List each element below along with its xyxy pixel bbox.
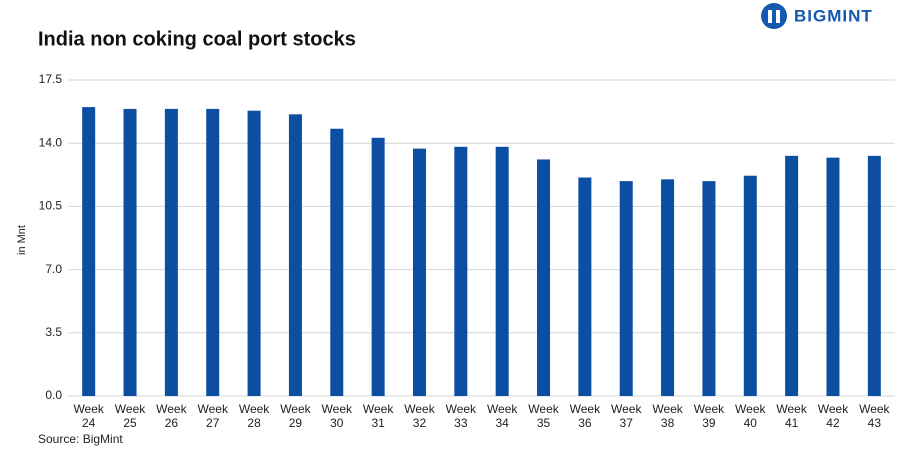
bar <box>495 146 509 396</box>
logo-icon-part <box>768 10 772 23</box>
x-tick-label: Week 43 <box>859 402 890 430</box>
x-tick-label: Week 40 <box>735 402 766 430</box>
x-tick-label: Week 26 <box>156 402 187 430</box>
x-tick-label: Week 27 <box>197 402 228 430</box>
y-tick-label: 14.0 <box>39 135 63 149</box>
bar <box>454 146 468 396</box>
y-axis-label: in Mnt <box>16 225 28 255</box>
bar <box>164 108 178 397</box>
bar <box>578 177 592 396</box>
x-tick-label: Week 28 <box>239 402 270 430</box>
logo-icon-part <box>776 10 780 23</box>
x-tick-label: Week 41 <box>776 402 807 430</box>
brand: BIGMINT <box>794 6 873 25</box>
bar <box>743 175 757 396</box>
x-tick-label: Week 30 <box>322 402 353 430</box>
y-tick-label: 10.5 <box>39 199 63 213</box>
bar <box>867 155 881 396</box>
bar <box>206 108 220 397</box>
bar <box>288 114 302 397</box>
x-tick-label: Week 35 <box>528 402 559 430</box>
x-tick-label: Week 33 <box>446 402 477 430</box>
y-tick-label: 7.0 <box>45 262 62 276</box>
x-tick-label: Week 42 <box>818 402 849 430</box>
x-tick-label: Week 34 <box>487 402 518 430</box>
bar <box>537 159 551 396</box>
source: Source: BigMint <box>38 432 123 446</box>
x-tick-label: Week 38 <box>652 402 683 430</box>
bar <box>661 179 675 396</box>
logo: BIGMINT <box>761 3 873 29</box>
x-tick-label: Week 25 <box>115 402 146 430</box>
bar <box>82 107 96 396</box>
bar <box>785 155 799 396</box>
x-tick-label: Week 32 <box>404 402 435 430</box>
bar <box>330 128 344 397</box>
x-tick-label: Week 39 <box>694 402 725 430</box>
y-tick-label: 17.5 <box>39 72 63 86</box>
chart-title: India non coking coal port stocks <box>38 28 356 50</box>
bar <box>412 148 426 396</box>
x-tick-label: Week 37 <box>611 402 642 430</box>
bar <box>247 110 261 396</box>
bar <box>619 181 633 396</box>
x-tick-label: Week 31 <box>363 402 394 430</box>
x-tick-label: Week 29 <box>280 402 311 430</box>
y-tick-label: 3.5 <box>45 325 62 339</box>
bar <box>371 137 385 397</box>
x-tick-label: Week 24 <box>73 402 104 430</box>
bar <box>702 181 716 396</box>
y-tick-label: 0.0 <box>45 388 62 402</box>
x-tick-label: Week 36 <box>570 402 601 430</box>
logo-icon <box>761 3 787 29</box>
bar <box>826 157 840 396</box>
bar <box>123 108 137 397</box>
